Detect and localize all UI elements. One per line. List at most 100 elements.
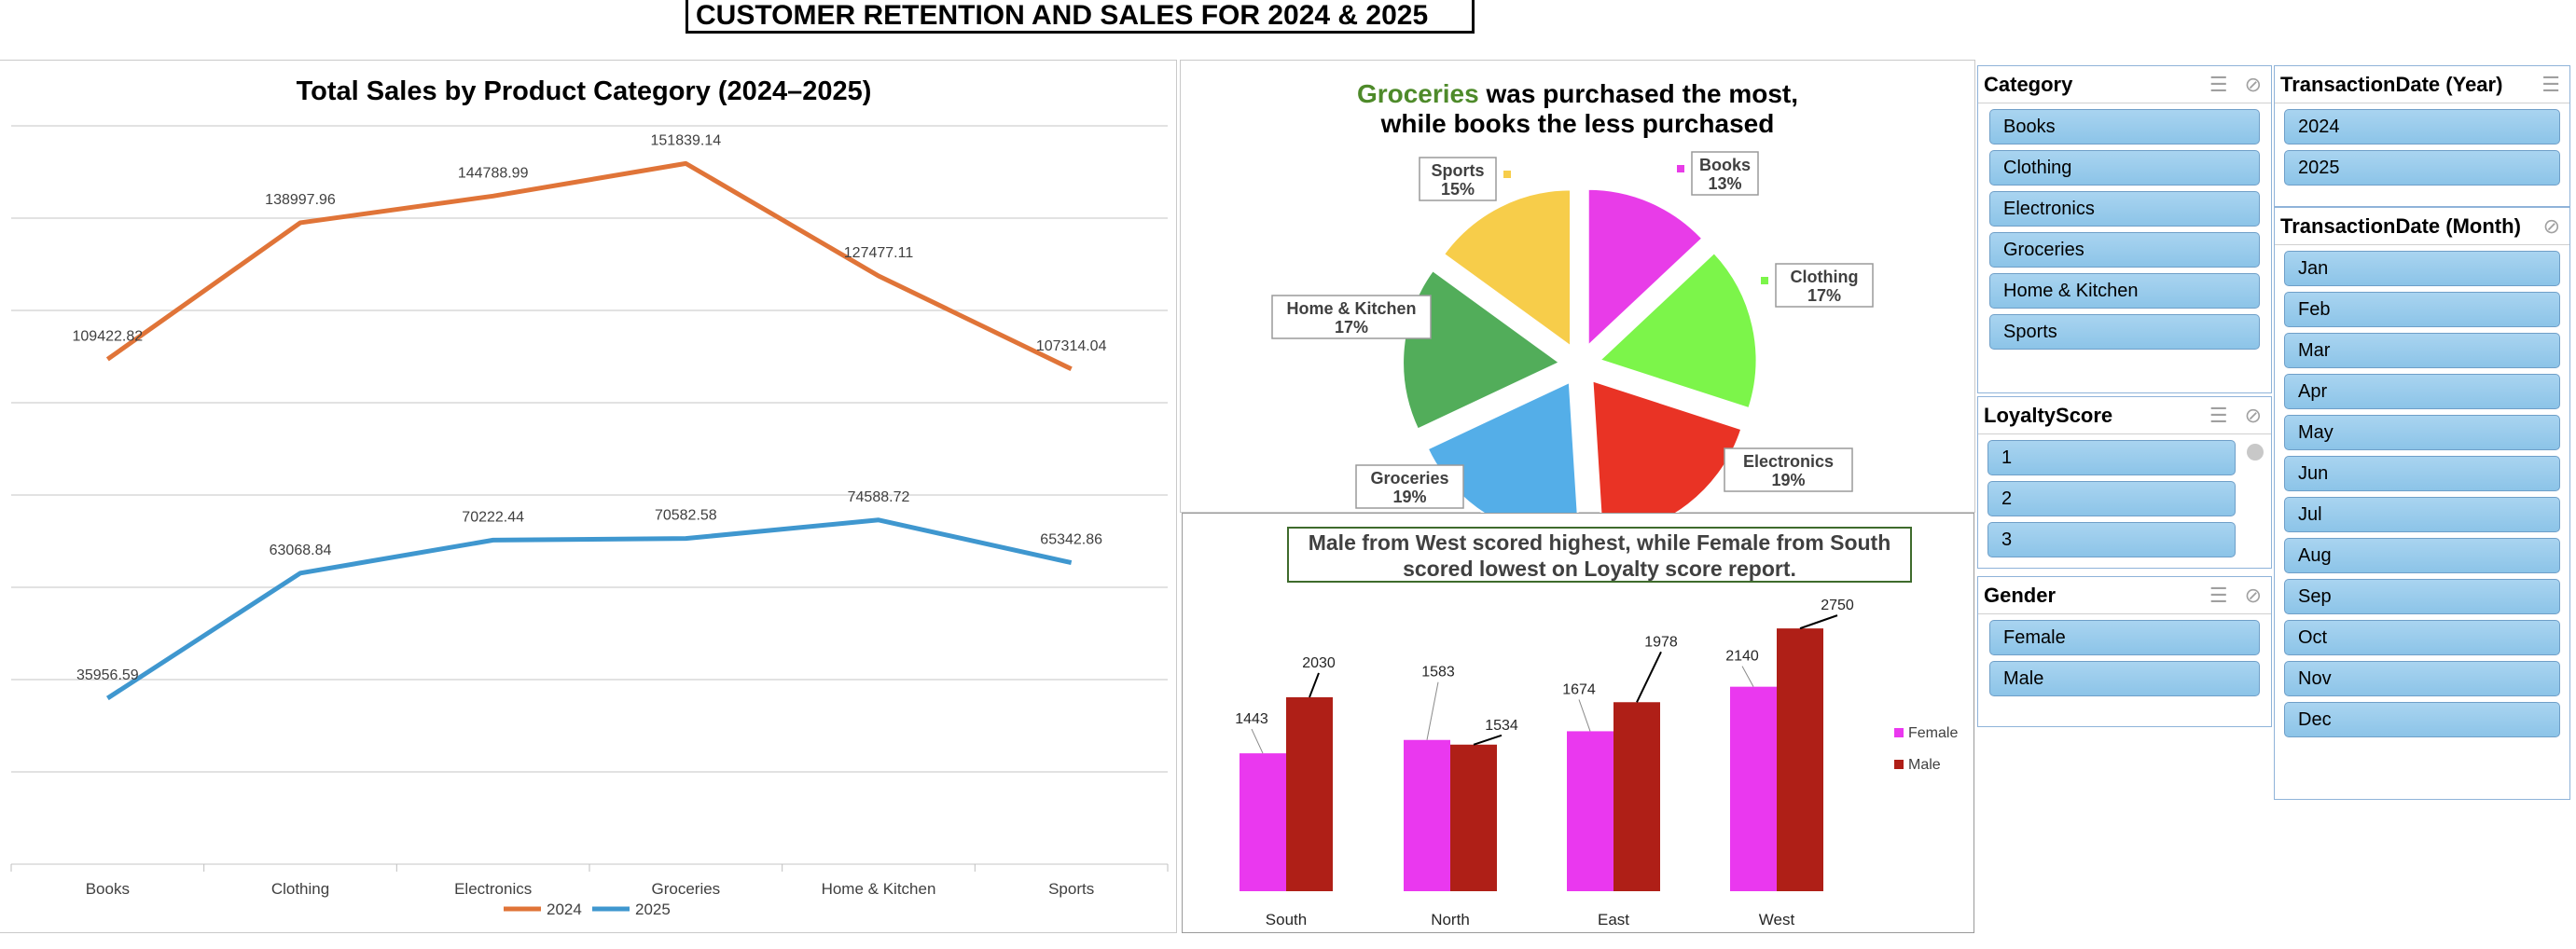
- pie-percent-label: 17%: [1807, 286, 1841, 305]
- data-label: 65342.86: [1040, 532, 1102, 548]
- bar-female-west: [1730, 686, 1777, 891]
- bar-female-east: [1567, 731, 1613, 891]
- slicer-loyalty-item[interactable]: 1: [1987, 440, 2236, 475]
- multi-select-icon[interactable]: ☰: [2541, 72, 2560, 96]
- data-label: 1583: [1421, 665, 1455, 681]
- slicer-month-item[interactable]: Oct: [2284, 620, 2560, 655]
- pie-percent-label: 17%: [1335, 318, 1368, 337]
- multi-select-icon[interactable]: ☰: [2209, 583, 2228, 607]
- slicer-month-item[interactable]: Feb: [2284, 292, 2560, 327]
- leader-line: [1741, 666, 1754, 687]
- slicer-category[interactable]: Category ☰ ⊘ Books Clothing Electronics Gro…: [1977, 65, 2272, 393]
- slicer-loyalty-item[interactable]: 3: [1987, 522, 2236, 557]
- x-tick-label: Groceries: [651, 880, 720, 898]
- clear-filter-icon[interactable]: ⊘: [2244, 72, 2262, 96]
- pie-label-box: [1691, 151, 1759, 196]
- slicer-month-item[interactable]: Aug: [2284, 538, 2560, 573]
- leader-line: [1309, 672, 1320, 698]
- pie-label-box: [1419, 157, 1497, 201]
- series-line-2025: [105, 517, 1073, 701]
- slicer-year[interactable]: TransactionDate (Year) ☰ 2024 2025: [2274, 65, 2570, 207]
- slicer-loyalty-item[interactable]: 2: [1987, 481, 2236, 516]
- slicer-month-item[interactable]: Dec: [2284, 702, 2560, 737]
- multi-select-icon[interactable]: ☰: [2209, 403, 2228, 427]
- slicer-year-item[interactable]: 2024: [2284, 109, 2560, 144]
- slicer-month-item[interactable]: Jan: [2284, 251, 2560, 286]
- legend-swatch-male: [1894, 760, 1904, 769]
- legend-swatch-female: [1894, 728, 1904, 737]
- pie-slice-books: [1586, 187, 1704, 349]
- data-label: 1443: [1235, 711, 1268, 727]
- pie-slice-electronics: [1591, 378, 1743, 514]
- bar-male-west: [1777, 628, 1823, 891]
- data-label: 144788.99: [458, 165, 529, 181]
- slicer-gender-item[interactable]: Male: [1989, 661, 2260, 696]
- slicer-month-item[interactable]: Nov: [2284, 661, 2560, 696]
- slicer-category-item[interactable]: Books: [1989, 109, 2260, 144]
- pie-category-label: Sports: [1431, 161, 1484, 180]
- x-tick-label: Books: [86, 880, 130, 898]
- leader-line: [1251, 728, 1264, 754]
- slicer-category-item[interactable]: Electronics: [1989, 191, 2260, 227]
- pie-chart-panel[interactable]: Groceries was purchased the most, while …: [1180, 60, 1975, 514]
- pie-label-marker: [1503, 171, 1511, 178]
- slicer-month-item[interactable]: Jul: [2284, 497, 2560, 532]
- pie-title-highlight: Groceries: [1356, 79, 1479, 108]
- slicer-category-header: Category ☰ ⊘: [1978, 66, 2271, 103]
- bar-male-south: [1286, 696, 1333, 891]
- pie-chart: Books13%Clothing17%Electronics19%Groceri…: [1271, 151, 1874, 514]
- x-tick-label: North: [1431, 911, 1470, 928]
- slicer-month-item[interactable]: Jun: [2284, 456, 2560, 491]
- slicer-month-item[interactable]: Mar: [2284, 333, 2560, 368]
- data-label: 107314.04: [1036, 338, 1107, 354]
- slicer-loyaltyscore[interactable]: LoyaltyScore ☰ ⊘ 1 2 3: [1977, 396, 2272, 569]
- data-label: 127477.11: [844, 245, 914, 261]
- slicer-gender[interactable]: Gender ☰ ⊘ Female Male: [1977, 576, 2272, 727]
- data-label: 70582.58: [655, 508, 717, 524]
- slicer-gender-item[interactable]: Female: [1989, 620, 2260, 655]
- pie-category-label: Electronics: [1743, 452, 1834, 471]
- slicer-category-item[interactable]: Groceries: [1989, 232, 2260, 268]
- pie-category-label: Groceries: [1370, 469, 1448, 488]
- scrollbar-thumb[interactable]: [2247, 444, 2264, 461]
- x-tick-label: Clothing: [271, 880, 329, 898]
- slicer-month-header: TransactionDate (Month) ⊘: [2275, 208, 2569, 245]
- slicer-year-item[interactable]: 2025: [2284, 150, 2560, 186]
- bar-female-north: [1404, 739, 1450, 891]
- slicer-category-title: Category: [1984, 72, 2073, 96]
- slicer-month-item[interactable]: Sep: [2284, 579, 2560, 614]
- line-chart-title: Total Sales by Product Category (2024–20…: [297, 76, 872, 106]
- line-chart-panel[interactable]: Total Sales by Product Category (2024–20…: [0, 60, 1177, 933]
- slicer-loyalty-header: LoyaltyScore ☰ ⊘: [1978, 397, 2271, 434]
- pie-label-marker: [1710, 461, 1717, 469]
- pie-label-box: [1775, 263, 1874, 308]
- clear-filter-icon[interactable]: ⊘: [2542, 213, 2560, 238]
- data-label: 2030: [1302, 655, 1336, 671]
- legend-label-2025: 2025: [635, 901, 671, 918]
- multi-select-icon[interactable]: ☰: [2209, 72, 2228, 96]
- slicer-month-item[interactable]: May: [2284, 415, 2560, 450]
- data-label: 138997.96: [265, 192, 336, 208]
- pie-label-box: [1271, 295, 1432, 339]
- bar-chart: 1443 2030 1583 1534 1674 1978 2140 2750 South No…: [1235, 598, 1958, 928]
- data-label: 151839.14: [651, 132, 722, 148]
- pie-label-box: [1724, 447, 1853, 492]
- pie-percent-label: 15%: [1441, 180, 1475, 199]
- pie-label-marker: [1677, 165, 1684, 172]
- pie-percent-label: 19%: [1392, 488, 1426, 506]
- slicer-category-item[interactable]: Sports: [1989, 314, 2260, 350]
- bar-chart-panel[interactable]: Male from West scored highest, while Fem…: [1182, 513, 1974, 933]
- data-label: 70222.44: [462, 509, 524, 525]
- bar-chart-title: Male from West scored highest, while Fem…: [1287, 527, 1912, 583]
- clear-filter-icon[interactable]: ⊘: [2244, 403, 2262, 427]
- slicer-month[interactable]: TransactionDate (Month) ⊘ Jan Feb Mar Apr Ma…: [2274, 207, 2570, 800]
- clear-filter-icon[interactable]: ⊘: [2244, 583, 2262, 607]
- slicer-category-item[interactable]: Clothing: [1989, 150, 2260, 186]
- slicer-month-item[interactable]: Apr: [2284, 374, 2560, 409]
- slicer-month-title: TransactionDate (Month): [2280, 213, 2521, 238]
- slicer-category-item[interactable]: Home & Kitchen: [1989, 273, 2260, 309]
- leader-line: [1578, 699, 1591, 732]
- bar-female-south: [1240, 753, 1286, 891]
- leader-line: [1473, 734, 1503, 746]
- x-tick-label: Sports: [1048, 880, 1094, 898]
